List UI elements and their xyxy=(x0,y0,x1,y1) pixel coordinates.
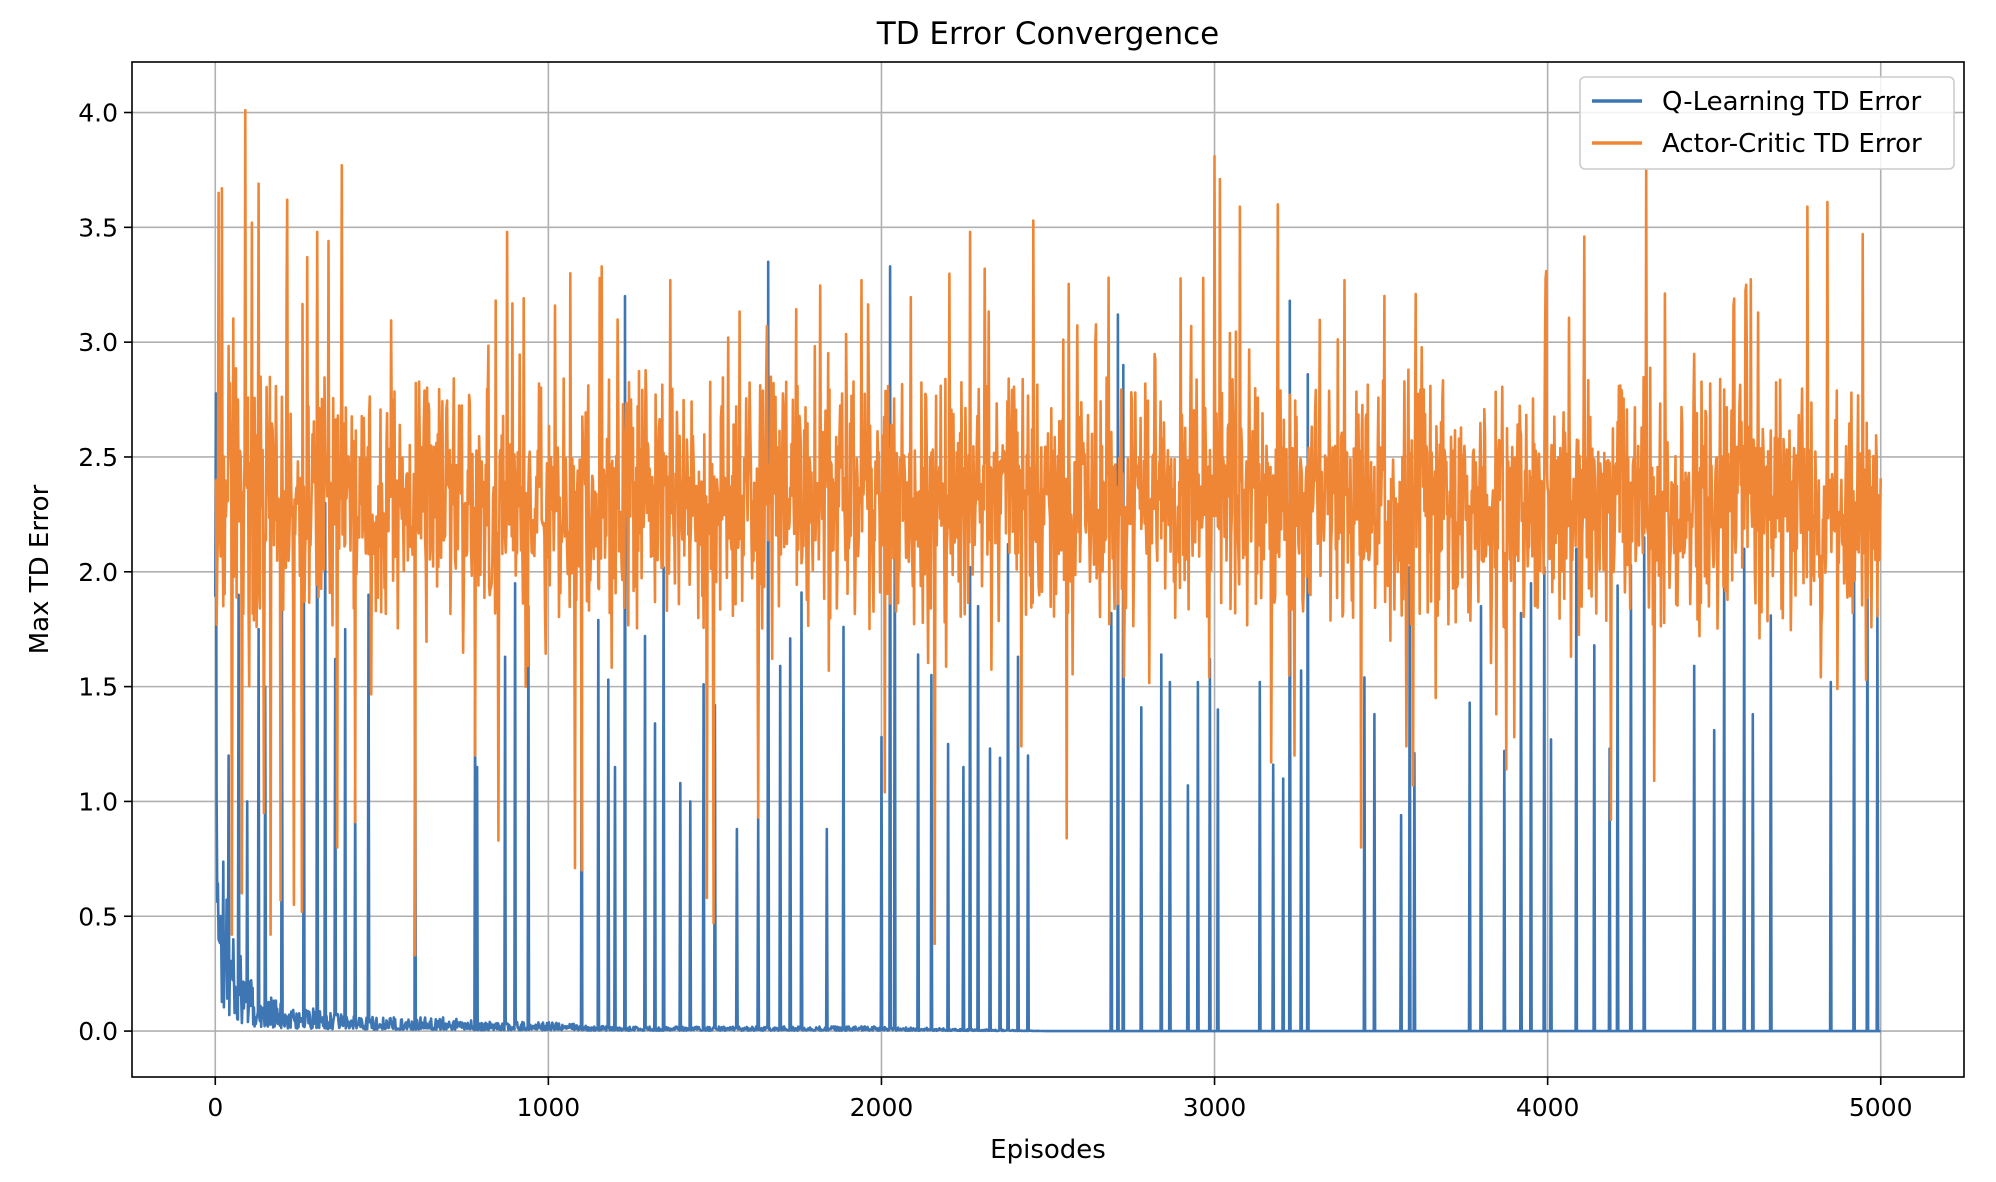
y-tick-label: 2.5 xyxy=(78,443,118,472)
y-axis-label: Max TD Error xyxy=(25,484,55,654)
y-tick-label: 0.0 xyxy=(78,1017,118,1046)
y-tick-label: 3.0 xyxy=(78,328,118,357)
y-tick-label: 0.5 xyxy=(78,902,118,931)
plot-frame xyxy=(131,61,1965,1078)
series-layer xyxy=(214,108,1882,1033)
legend-label-q-learning: Q-Learning TD Error xyxy=(1662,87,1922,117)
x-tick-label: 1000 xyxy=(517,1093,581,1122)
x-tick-label: 5000 xyxy=(1849,1093,1913,1122)
legend-label-actor-critic: Actor-Critic TD Error xyxy=(1662,129,1922,159)
x-tick-label: 2000 xyxy=(850,1093,914,1122)
y-tick-label: 1.0 xyxy=(78,787,118,816)
y-tick-label: 1.5 xyxy=(78,673,118,702)
x-tick-label: 4000 xyxy=(1516,1093,1580,1122)
series-line-q-learning xyxy=(214,260,1882,1033)
x-axis-label: Episodes xyxy=(990,1135,1106,1165)
legend: Q-Learning TD Error Actor-Critic TD Erro… xyxy=(1579,76,1955,170)
y-tick-label: 2.0 xyxy=(78,558,118,587)
y-tick-label: 4.0 xyxy=(78,99,118,128)
chart-title: TD Error Convergence xyxy=(876,16,1219,52)
legend-box xyxy=(1579,76,1955,170)
series-line-actor-critic xyxy=(214,108,1882,957)
x-tick-label: 3000 xyxy=(1183,1093,1247,1122)
axis-ticks: 0 1000 2000 3000 4000 5000 0.0 0.5 1.0 1.5 2.0 2.5 3… xyxy=(78,99,1912,1122)
x-tick-label: 0 xyxy=(207,1093,223,1122)
y-tick-label: 3.5 xyxy=(78,213,118,242)
